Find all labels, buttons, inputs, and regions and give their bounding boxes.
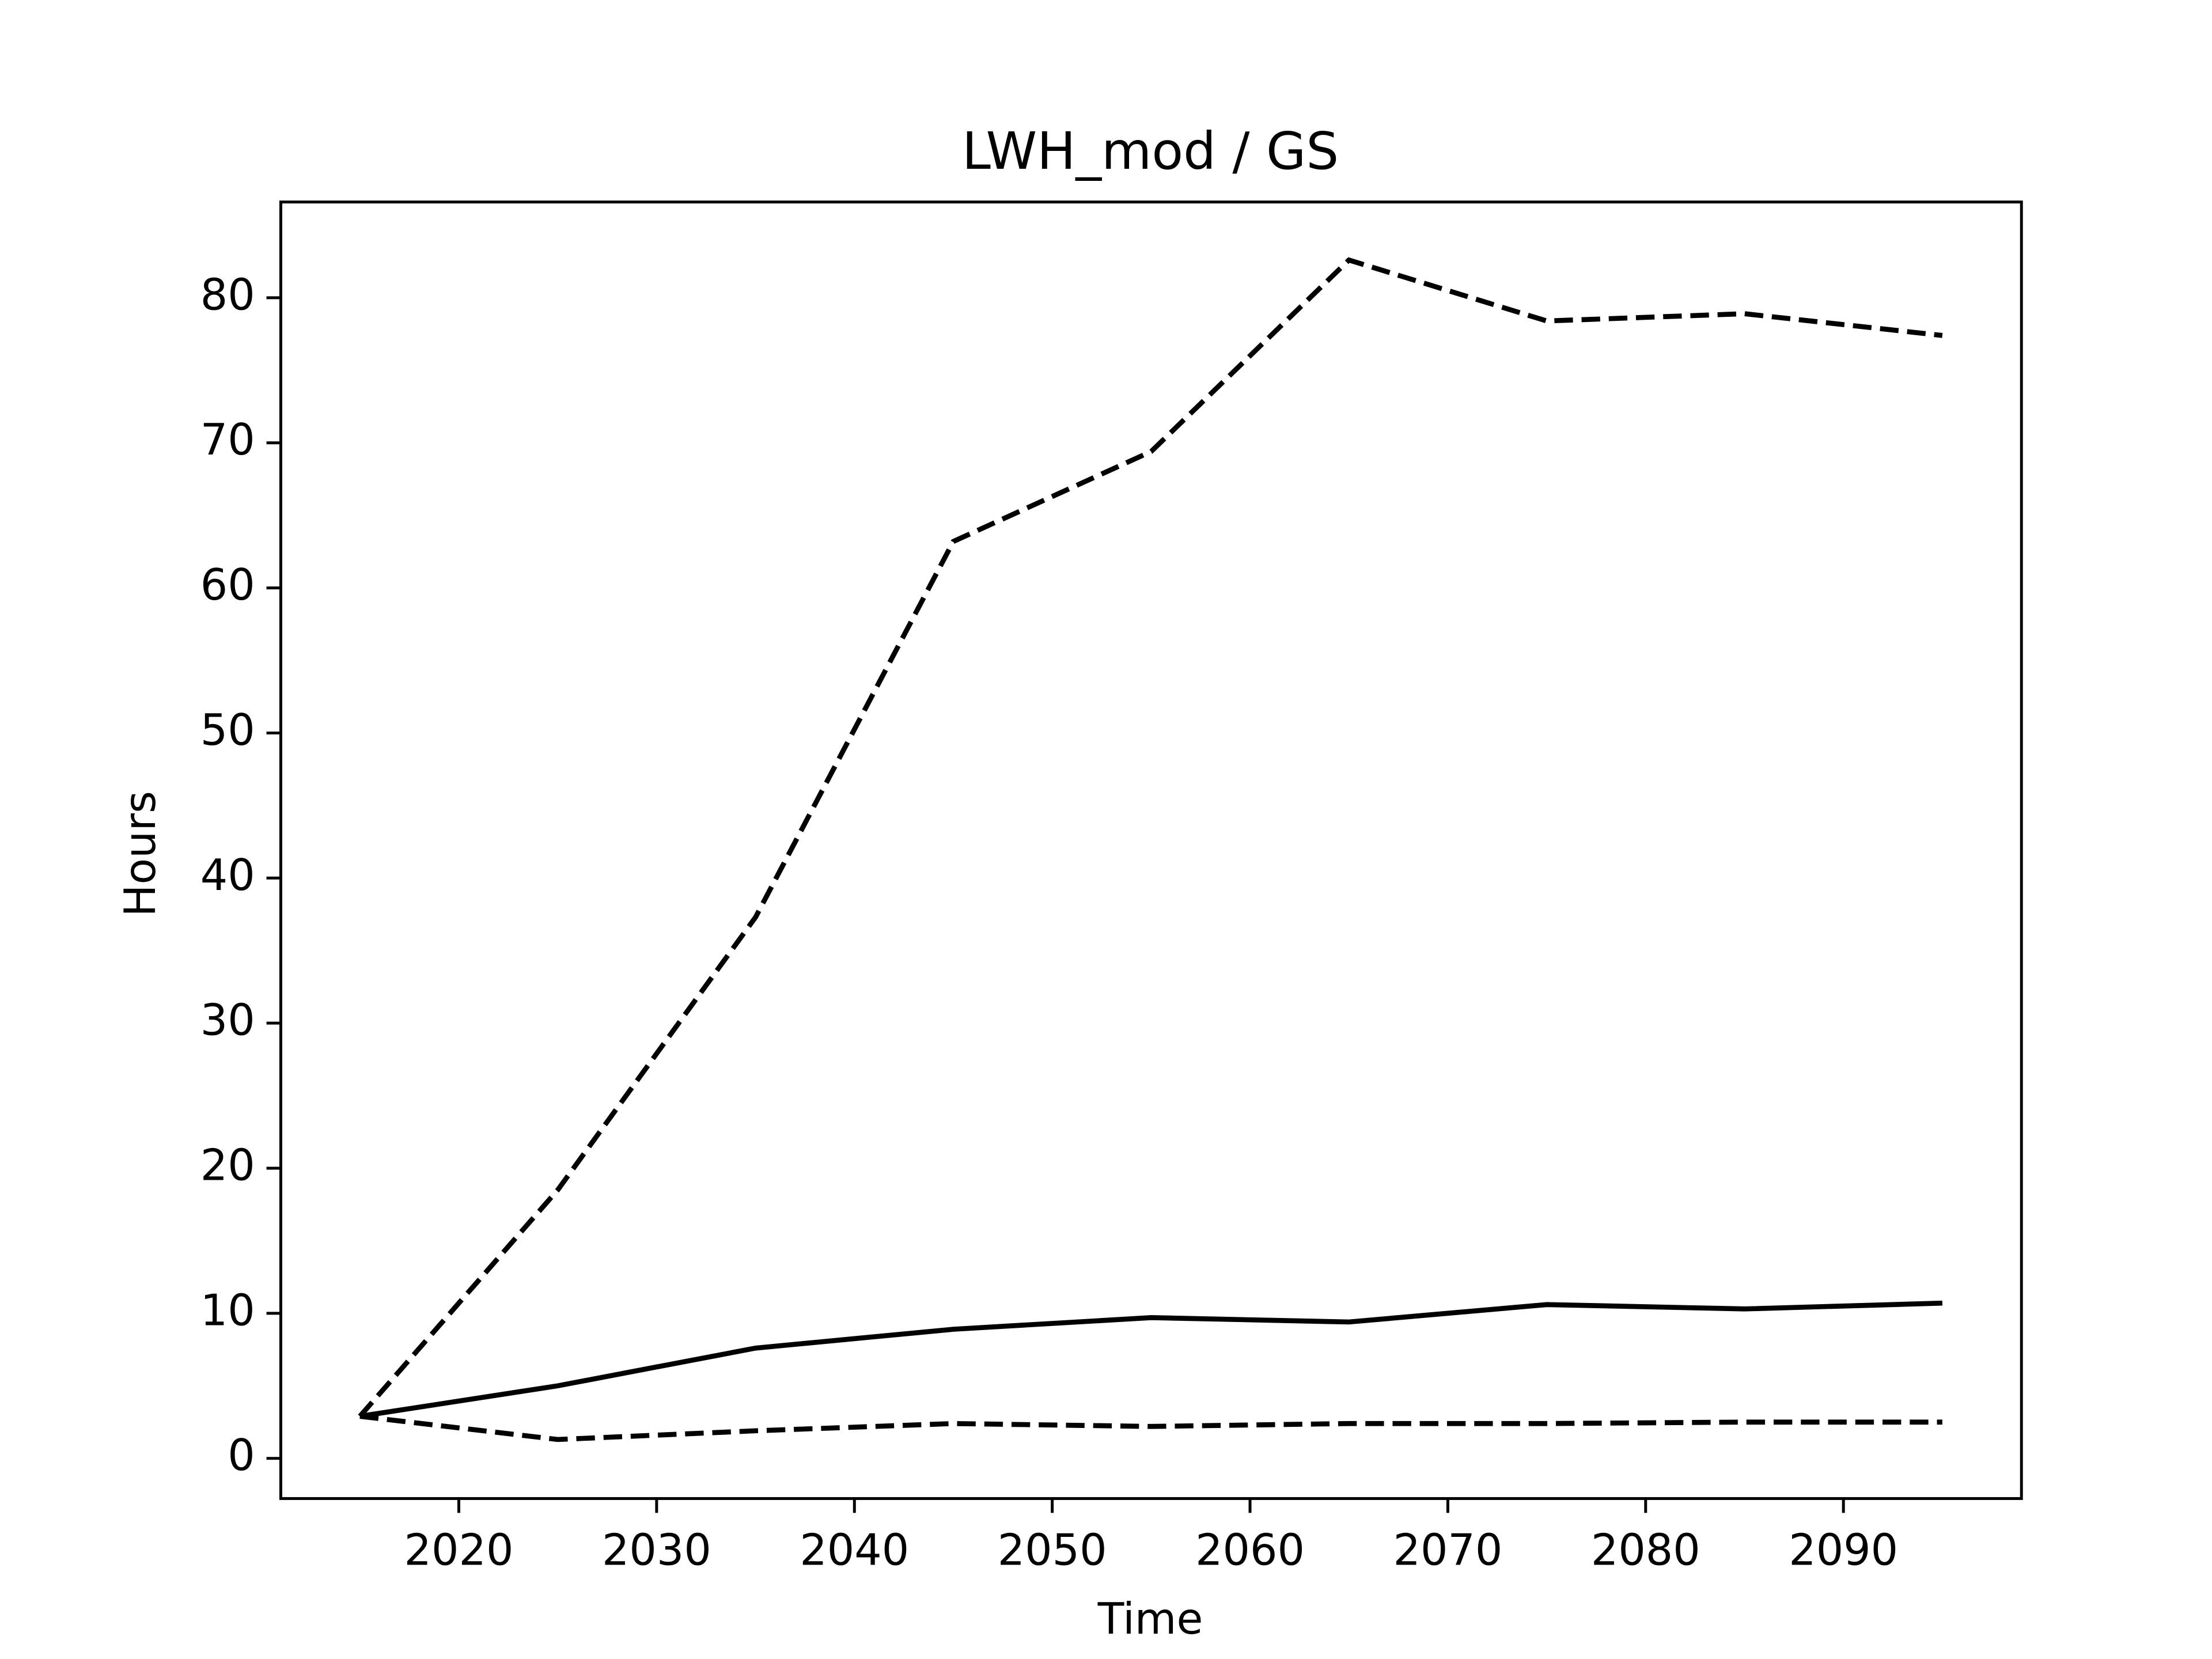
y-tick-label: 40: [200, 850, 255, 900]
y-tick-label: 60: [200, 560, 255, 610]
y-axis-label: Hours: [115, 791, 165, 917]
x-tick-label: 2080: [1591, 1525, 1700, 1575]
series-line: [359, 1300, 1942, 1419]
x-tick-label: 2090: [1789, 1525, 1898, 1575]
x-tick-label: 2040: [800, 1525, 909, 1575]
x-axis-label: Time: [1097, 1594, 1203, 1644]
y-tick-label: 80: [200, 270, 255, 320]
y-tick-label: 50: [200, 705, 255, 755]
y-tick-label: 10: [200, 1285, 255, 1335]
y-tick-label: 0: [228, 1430, 255, 1480]
y-tick-label: 20: [200, 1140, 255, 1190]
x-tick-label: 2060: [1195, 1525, 1305, 1575]
y-tick-label: 30: [200, 995, 255, 1046]
x-tick-label: 2030: [602, 1525, 711, 1575]
series-line: [358, 257, 1943, 1418]
y-tick-label: 70: [200, 415, 255, 465]
plot-frame: [279, 200, 2023, 1500]
chart-title: LWH_mod / GS: [962, 122, 1339, 181]
x-tick-label: 2020: [404, 1525, 514, 1575]
x-tick-label: 2070: [1393, 1525, 1502, 1575]
x-tick-label: 2050: [998, 1525, 1107, 1575]
series-line: [359, 1414, 1942, 1442]
